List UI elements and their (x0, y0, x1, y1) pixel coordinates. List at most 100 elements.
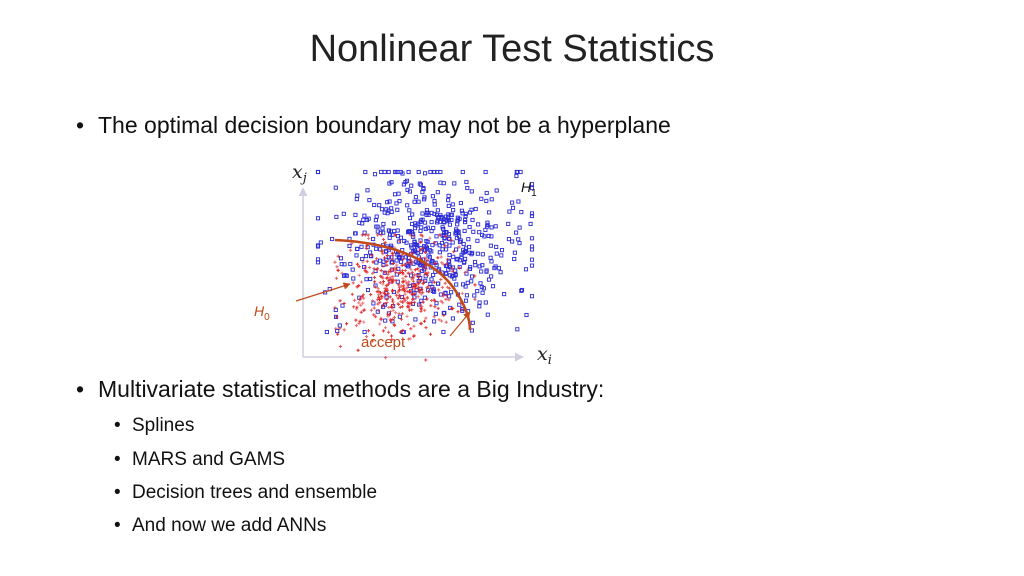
h0-point (395, 263, 399, 267)
h0-point (423, 280, 427, 284)
h1-point (448, 305, 453, 310)
h0-point (465, 268, 470, 272)
h1-point (463, 214, 468, 219)
h1-point (399, 259, 404, 264)
h0-point (384, 241, 388, 245)
h1-point (422, 220, 428, 225)
h1-point (472, 259, 478, 265)
h1-point (339, 262, 344, 267)
h0-point (401, 328, 405, 332)
h0-point (401, 300, 405, 304)
h0-point (372, 267, 376, 271)
h0-point (391, 274, 395, 279)
h1-point (394, 272, 399, 277)
h1-point (432, 289, 437, 294)
h1-point (432, 202, 437, 207)
h1-point (486, 233, 491, 238)
h1-point (477, 230, 482, 235)
h1-point (469, 328, 474, 333)
h1-point (529, 236, 535, 241)
h0-point (376, 233, 380, 237)
h1-point (483, 300, 488, 305)
h0-point (336, 254, 340, 258)
h0-point (445, 294, 449, 298)
h1-point (382, 169, 387, 175)
h0-point (443, 244, 447, 248)
h1-point (387, 235, 392, 240)
h1-point (432, 169, 437, 175)
h0-arrow (295, 282, 351, 302)
h1-point (315, 169, 321, 175)
h1-point (459, 208, 464, 213)
h1-point (440, 247, 445, 252)
h0-point (380, 275, 384, 279)
h0-point (410, 260, 414, 264)
h0-point (445, 257, 450, 261)
h0-point (413, 268, 417, 272)
h0-point (424, 358, 428, 362)
h1-point (407, 208, 412, 213)
h1-point (383, 318, 388, 323)
h1-point (315, 260, 321, 265)
h1-point (394, 201, 399, 206)
h0-point (390, 281, 394, 285)
h1-point (423, 278, 428, 283)
h0-point (436, 306, 440, 310)
h0-point (359, 303, 363, 307)
h0-point (407, 302, 411, 306)
h1-point (498, 270, 503, 275)
h0-point (426, 271, 430, 275)
h0-point (391, 251, 395, 255)
h0-point (368, 265, 372, 270)
h0-point (372, 306, 376, 310)
h1-point (499, 253, 504, 258)
h0-point (358, 319, 362, 323)
h0-point (398, 330, 402, 334)
h1-point (438, 169, 443, 175)
h0-point (371, 298, 375, 303)
h1-point (368, 276, 373, 282)
sub-bullet-anns: • And now we add ANNs (114, 515, 326, 537)
h0-point (342, 328, 346, 332)
h0-point (442, 313, 446, 317)
h1-point (446, 193, 451, 198)
h0-point (402, 296, 406, 300)
h1-point (432, 198, 437, 204)
h0-point (355, 305, 359, 309)
h0-point (447, 298, 451, 302)
h1-point (489, 225, 494, 230)
h0-point (381, 264, 385, 268)
h0-point (409, 327, 413, 331)
h0-point (425, 297, 429, 301)
h1-point (405, 203, 410, 208)
h0-point (428, 332, 433, 336)
h1-point (430, 259, 435, 264)
h1-point (419, 225, 424, 230)
h0-point (444, 234, 448, 238)
h0-point (360, 294, 364, 298)
h1-point (420, 190, 425, 195)
h1-point (454, 282, 459, 287)
h0-point (406, 337, 410, 341)
h1-point (354, 197, 359, 202)
h0-point (423, 250, 427, 254)
h1-point (423, 171, 428, 176)
h1-point (463, 246, 469, 251)
h1-point (529, 182, 535, 187)
h1-point (353, 212, 358, 217)
h0-point (385, 276, 389, 280)
h1-point (389, 206, 394, 211)
h0-point (432, 241, 436, 245)
h1-point (481, 286, 486, 291)
h0-point (383, 292, 387, 296)
h1-point (406, 230, 411, 235)
h0-point (401, 279, 405, 283)
h0-point (379, 233, 383, 237)
h1-point (453, 273, 458, 278)
h0-point (388, 310, 393, 314)
h0-point (394, 293, 399, 297)
h1-point (364, 277, 369, 282)
h1-point (343, 273, 348, 278)
h0-point (373, 280, 377, 284)
h0-point (364, 335, 369, 339)
